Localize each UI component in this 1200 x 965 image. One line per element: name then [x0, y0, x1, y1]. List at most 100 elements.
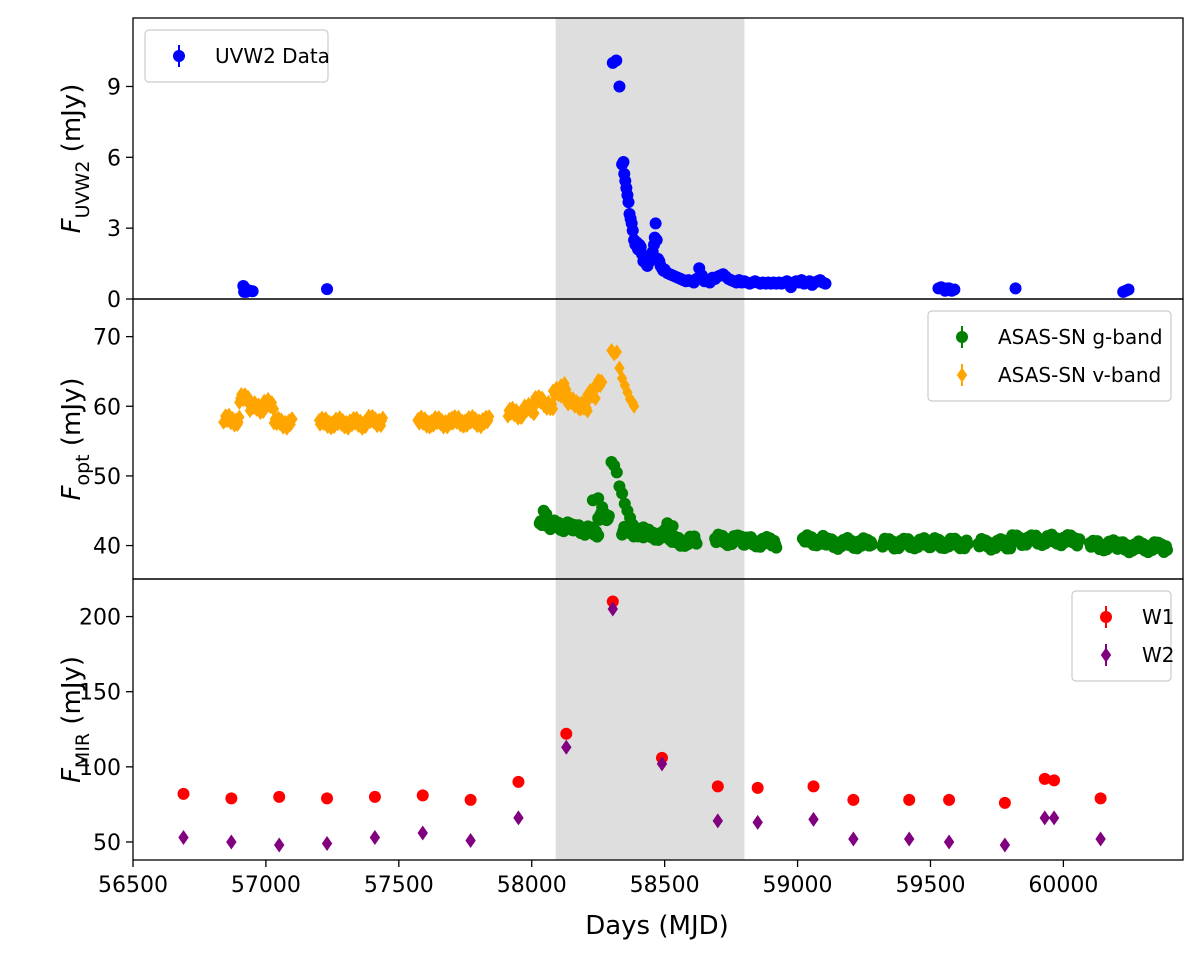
panel-frame: [132, 578, 1184, 861]
data-point: [1038, 772, 1051, 785]
x-tick-label: 57500: [364, 873, 434, 898]
data-point: [610, 54, 623, 67]
data-point: [555, 388, 567, 404]
legend-label: UVW2 Data: [215, 44, 330, 68]
series-asas-sn-v-band: [218, 343, 640, 436]
data-point: [613, 80, 626, 93]
data-point: [1095, 831, 1106, 847]
data-point: [596, 501, 609, 514]
data-point: [512, 775, 525, 788]
y-tick-label: 60: [93, 395, 121, 420]
data-point: [1048, 810, 1060, 826]
data-point: [273, 790, 286, 803]
legend: UVW2 Data: [144, 29, 330, 83]
data-point: [1161, 543, 1174, 556]
series-w1: [177, 595, 1107, 809]
data-point: [943, 793, 956, 806]
data-point: [656, 756, 668, 772]
legend-label: ASAS-SN v-band: [998, 363, 1161, 387]
legend-label: ASAS-SN g-band: [998, 325, 1163, 349]
data-point: [998, 796, 1011, 809]
data-point: [626, 224, 639, 237]
data-point: [903, 793, 916, 806]
x-tick-label: 58500: [630, 873, 700, 898]
y-axis-title-unit: (mJy): [57, 84, 87, 161]
data-point: [582, 403, 593, 419]
legend-label: W1: [1142, 605, 1175, 629]
x-tick-label: 58000: [497, 873, 567, 898]
data-point: [369, 829, 381, 845]
x-tick-label: 56500: [98, 873, 168, 898]
data-point: [650, 233, 663, 246]
y-tick-label: 6: [107, 146, 121, 171]
data-point: [417, 825, 428, 841]
y-axis-title-main: F: [57, 217, 87, 233]
y-axis-title-unit: (mJy): [57, 656, 87, 733]
data-point: [590, 391, 601, 407]
panel-mir: 50 100 150 200 FMIR (mJy) W1 W2: [57, 578, 1184, 861]
y-axis-title-unit: (mJy): [57, 377, 87, 454]
data-point: [234, 409, 245, 425]
y-tick-label: 9: [107, 75, 121, 100]
data-point: [666, 520, 679, 533]
data-point: [865, 538, 878, 551]
data-point: [711, 780, 724, 793]
data-point: [177, 787, 190, 800]
data-point: [246, 285, 259, 298]
data-point: [1094, 792, 1107, 805]
y-axis-title-main: F: [57, 485, 87, 501]
y-axis-title: Fopt (mJy): [57, 377, 94, 500]
y-tick-label: 0: [107, 288, 121, 313]
data-point: [808, 811, 819, 827]
data-point: [602, 509, 615, 522]
legend: ASAS-SN g-band ASAS-SN v-band: [927, 310, 1172, 402]
x-tick-label: 59000: [763, 873, 833, 898]
data-point: [752, 814, 763, 830]
data-point: [465, 832, 476, 848]
data-point: [616, 487, 629, 500]
shaded-region: [555, 18, 745, 860]
data-point: [268, 401, 280, 417]
x-tick-label: 57000: [231, 873, 301, 898]
data-point: [948, 283, 961, 296]
panel-uvw2: 0 3 6 9 FUVW2 (mJy) UVW2 Data: [57, 17, 1184, 313]
data-point: [540, 508, 553, 521]
data-point: [607, 601, 619, 617]
data-point: [622, 384, 633, 400]
y-tick-label: 50: [93, 465, 121, 490]
data-point: [649, 217, 662, 230]
data-point: [606, 595, 619, 608]
data-point: [807, 780, 820, 793]
legend-marker: [173, 50, 185, 62]
data-point: [377, 410, 389, 426]
legend-marker: [1100, 647, 1112, 663]
data-point: [274, 837, 285, 853]
data-point: [592, 492, 605, 505]
series-w2: [178, 601, 1106, 853]
data-point: [619, 377, 630, 393]
y-tick-label: 100: [79, 756, 121, 781]
x-tick-label: 60000: [1028, 873, 1098, 898]
data-point: [321, 283, 334, 296]
data-point: [592, 529, 605, 542]
x-tick-label: 59500: [895, 873, 965, 898]
data-point: [321, 835, 333, 851]
legend-label: W2: [1142, 643, 1175, 667]
data-point: [943, 834, 955, 850]
data-point: [712, 813, 724, 829]
y-axis-title-subscript: MIR: [72, 733, 94, 768]
legend-marker: [956, 331, 968, 343]
y-axis-title-subscript: opt: [72, 454, 94, 485]
legend-frame: [1071, 590, 1172, 682]
legend-marker: [1100, 611, 1112, 623]
y-axis-title: FUVW2 (mJy): [57, 84, 94, 234]
series-asas-sn-g-band: [533, 455, 1174, 559]
data-point: [1039, 810, 1050, 826]
data-point: [611, 344, 622, 360]
data-point: [596, 374, 608, 390]
data-point: [819, 277, 832, 290]
data-point: [464, 793, 477, 806]
